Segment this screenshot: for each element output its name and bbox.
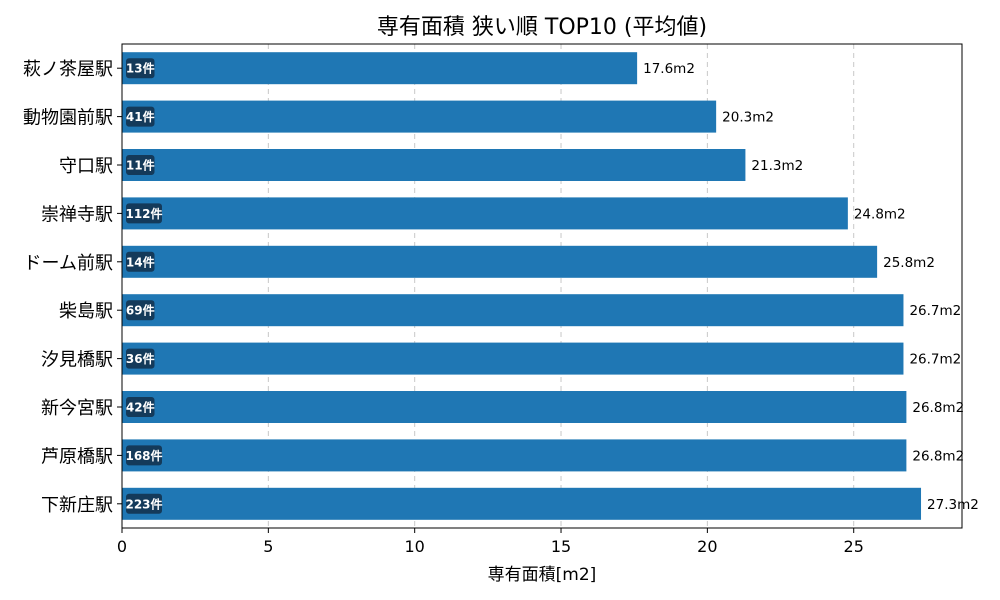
bar bbox=[122, 245, 878, 278]
category-label: 崇禅寺駅 bbox=[41, 204, 113, 225]
category-label: 守口駅 bbox=[59, 156, 113, 177]
count-label: 11件 bbox=[126, 158, 155, 173]
value-label: 21.3m2 bbox=[751, 158, 803, 174]
count-label: 13件 bbox=[126, 61, 155, 76]
count-badge bbox=[126, 445, 162, 466]
count-label: 112件 bbox=[125, 206, 162, 221]
count-badge bbox=[126, 397, 155, 417]
chart-title: 専有面積 狭い順 TOP10 (平均値) bbox=[377, 15, 707, 40]
count-badge bbox=[126, 58, 155, 79]
x-tick-label: 0 bbox=[117, 537, 127, 556]
x-axis-label: 専有面積[m2] bbox=[488, 565, 597, 585]
bar bbox=[122, 149, 746, 181]
count-badge bbox=[126, 155, 155, 175]
value-label: 25.8m2 bbox=[883, 255, 935, 271]
bars bbox=[122, 52, 922, 520]
value-label: 26.7m2 bbox=[909, 352, 961, 368]
count-badge bbox=[126, 106, 155, 127]
category-label: 下新庄駅 bbox=[41, 495, 113, 516]
count-badge bbox=[126, 251, 155, 272]
bar bbox=[122, 342, 904, 375]
x-tick-label: 10 bbox=[405, 537, 425, 556]
count-label: 168件 bbox=[125, 448, 162, 463]
count-label: 41件 bbox=[126, 109, 155, 124]
category-label: ドーム前駅 bbox=[24, 253, 113, 274]
count-label: 42件 bbox=[126, 400, 155, 415]
x-tick-label: 20 bbox=[697, 537, 717, 556]
value-label: 17.6m2 bbox=[643, 61, 695, 77]
value-label: 26.8m2 bbox=[912, 400, 964, 416]
count-label: 36件 bbox=[126, 351, 155, 366]
value-label: 26.8m2 bbox=[912, 448, 964, 464]
value-label: 20.3m2 bbox=[722, 110, 774, 126]
bar bbox=[122, 439, 907, 472]
bar bbox=[122, 100, 717, 133]
value-label: 24.8m2 bbox=[854, 206, 906, 222]
count-badge bbox=[126, 493, 162, 514]
category-label: 汐見橋駅 bbox=[41, 350, 113, 371]
count-badge bbox=[126, 348, 155, 369]
category-label: 萩ノ茶屋駅 bbox=[23, 59, 113, 80]
count-label: 69件 bbox=[126, 303, 155, 318]
x-tick-label: 15 bbox=[551, 537, 571, 556]
bar bbox=[122, 52, 638, 85]
plot-frame bbox=[121, 43, 963, 529]
count-label: 223件 bbox=[125, 496, 162, 511]
count-badge bbox=[126, 203, 162, 224]
x-tick-label: 25 bbox=[844, 537, 864, 556]
x-axis: 0 5 10 15 20 25 bbox=[117, 528, 864, 556]
category-label: 動物園前駅 bbox=[23, 108, 113, 129]
bar bbox=[122, 294, 904, 327]
bar bbox=[122, 391, 907, 423]
category-label: 柴島駅 bbox=[59, 301, 113, 322]
category-label: 芦原橋駅 bbox=[41, 446, 113, 467]
count-badge bbox=[126, 300, 155, 321]
value-label: 27.3m2 bbox=[927, 497, 979, 513]
bar bbox=[122, 197, 848, 230]
count-label: 14件 bbox=[126, 254, 155, 269]
value-label: 26.7m2 bbox=[909, 303, 961, 319]
bar bbox=[122, 487, 922, 520]
x-tick-label: 5 bbox=[263, 537, 273, 556]
category-label: 新今宮駅 bbox=[41, 398, 113, 419]
